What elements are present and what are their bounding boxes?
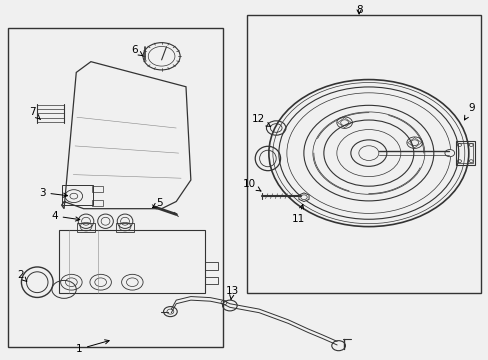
Text: 13: 13 — [225, 286, 239, 299]
Text: 4: 4 — [51, 211, 80, 221]
Polygon shape — [61, 62, 190, 209]
Text: 3: 3 — [39, 188, 67, 198]
Text: 8: 8 — [355, 5, 362, 15]
Bar — [455, 141, 474, 165]
Bar — [246, 15, 480, 293]
Bar — [457, 143, 472, 163]
Text: 7: 7 — [29, 107, 41, 120]
Bar — [92, 201, 102, 206]
Circle shape — [444, 149, 454, 157]
Text: 9: 9 — [464, 103, 473, 120]
Bar — [205, 262, 217, 270]
Bar — [61, 185, 93, 205]
Bar — [8, 28, 222, 347]
Text: 2: 2 — [17, 270, 27, 282]
Polygon shape — [298, 193, 308, 202]
Circle shape — [303, 105, 433, 201]
Bar — [92, 186, 102, 192]
Polygon shape — [59, 230, 205, 293]
Circle shape — [268, 80, 468, 226]
Text: 5: 5 — [152, 198, 162, 208]
Text: 10: 10 — [243, 179, 261, 191]
Bar — [205, 277, 217, 284]
Text: 1: 1 — [75, 340, 109, 354]
Bar — [116, 223, 134, 232]
Circle shape — [143, 42, 180, 70]
Text: 6: 6 — [131, 45, 143, 56]
Bar — [77, 223, 95, 232]
Text: 12: 12 — [251, 114, 270, 126]
Text: 11: 11 — [291, 204, 304, 224]
